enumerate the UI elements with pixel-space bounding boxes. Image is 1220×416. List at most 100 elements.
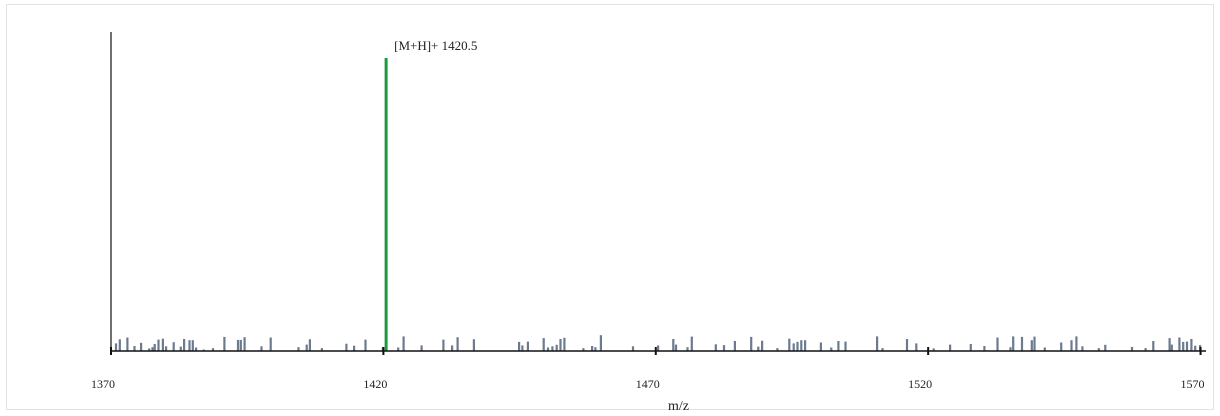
noise-peak-bar bbox=[148, 348, 151, 351]
noise-peaks bbox=[114, 335, 1202, 351]
noise-peak-bar bbox=[151, 347, 154, 351]
noise-peak-bar bbox=[996, 337, 999, 351]
noise-peak-bar bbox=[1178, 337, 1181, 351]
noise-peak-bar bbox=[153, 344, 156, 351]
noise-peak-bar bbox=[837, 341, 840, 351]
noise-peak-bar bbox=[1081, 346, 1084, 351]
noise-peak-bar bbox=[260, 346, 263, 351]
noise-peak-bar bbox=[1070, 340, 1073, 351]
noise-peak-bar bbox=[239, 339, 242, 351]
noise-peak-bar bbox=[305, 344, 308, 351]
noise-peak-bar bbox=[690, 336, 693, 351]
noise-peak-bar bbox=[983, 346, 986, 351]
noise-peak-bar bbox=[969, 344, 972, 351]
noise-peak-bar bbox=[1104, 344, 1107, 351]
peak-annotation: [M+H]+ 1420.5 bbox=[394, 38, 477, 53]
noise-peak-bar bbox=[830, 347, 833, 351]
noise-peak-bar bbox=[1190, 339, 1193, 351]
noise-peak-bar bbox=[140, 342, 143, 351]
noise-peak-bar bbox=[792, 343, 795, 351]
noise-peak-bar bbox=[591, 346, 594, 351]
noise-peak-bar bbox=[133, 346, 136, 351]
noise-peak-bar bbox=[788, 338, 791, 351]
noise-peak-bar bbox=[420, 345, 423, 351]
noise-peak-bar bbox=[881, 348, 884, 351]
noise-peak-bar bbox=[672, 339, 675, 351]
noise-peak-bar bbox=[1152, 341, 1155, 351]
noise-peak-bar bbox=[397, 347, 400, 351]
noise-peak-bar bbox=[844, 341, 847, 351]
noise-peak-bar bbox=[1097, 348, 1100, 351]
noise-peak-bar bbox=[1020, 336, 1024, 351]
noise-peak-bar bbox=[456, 337, 459, 351]
noise-peak-bar bbox=[599, 335, 602, 351]
noise-peak-bar bbox=[161, 338, 164, 351]
noise-peak-bar bbox=[1043, 347, 1046, 351]
noise-peak-bar bbox=[1168, 338, 1171, 351]
noise-peak-bar bbox=[733, 341, 736, 351]
noise-peak-bar bbox=[195, 347, 198, 351]
noise-peak-bar bbox=[1009, 347, 1012, 351]
noise-peak-bar bbox=[165, 346, 168, 351]
noise-peak-bar bbox=[546, 347, 550, 351]
x-tick-label: 1520 bbox=[908, 377, 932, 391]
noise-peak-bar bbox=[114, 343, 118, 351]
noise-peak-bar bbox=[674, 344, 678, 351]
noise-peak-bar bbox=[804, 340, 807, 351]
noise-peak-bar bbox=[1033, 336, 1036, 351]
noise-peak-bar bbox=[1170, 344, 1173, 351]
noise-peak-bar bbox=[949, 344, 952, 351]
x-tick-label: 1470 bbox=[636, 377, 660, 391]
noise-peak-bar bbox=[563, 337, 566, 351]
noise-peak-bar bbox=[722, 345, 726, 351]
noise-peak-bar bbox=[542, 338, 545, 351]
noise-peak-bar bbox=[236, 339, 240, 351]
noise-peak-bar bbox=[1012, 336, 1015, 351]
noise-peak-bar bbox=[308, 339, 311, 351]
noise-peak-bar bbox=[714, 344, 717, 351]
noise-peak-bar bbox=[761, 340, 764, 351]
noise-peak-bar bbox=[1075, 336, 1078, 351]
noise-peak-bar bbox=[555, 344, 558, 351]
noise-peak-bar bbox=[1130, 346, 1134, 351]
noise-peak-bar bbox=[1182, 341, 1185, 351]
noise-peak-bar bbox=[402, 336, 405, 351]
noise-peak-bar bbox=[657, 345, 660, 351]
noise-peak-bar bbox=[126, 337, 129, 351]
noise-peak-bar bbox=[118, 339, 121, 351]
noise-peak-bar bbox=[905, 339, 909, 351]
noise-peak-bar bbox=[451, 345, 454, 351]
noise-peak-bar bbox=[364, 339, 367, 351]
x-axis-title: m/z bbox=[668, 399, 689, 414]
noise-peak-bar bbox=[582, 348, 585, 351]
noise-peak-bar bbox=[631, 346, 635, 351]
noise-peak-bar bbox=[594, 347, 597, 351]
x-tick-label: 1570 bbox=[1181, 377, 1205, 391]
noise-peak-bar bbox=[320, 348, 323, 351]
noise-peak-bar bbox=[1060, 342, 1063, 351]
noise-peak-bar bbox=[876, 336, 879, 351]
noise-peak-bar bbox=[526, 341, 529, 351]
noise-peak-bar bbox=[1185, 341, 1189, 351]
noise-peak-bar bbox=[800, 340, 803, 351]
noise-peak-bar bbox=[269, 337, 272, 351]
noise-peak-bar bbox=[172, 342, 175, 351]
noise-peak-bar bbox=[1144, 348, 1147, 351]
noise-peak-bar bbox=[796, 341, 799, 351]
x-tick-label: 1370 bbox=[91, 377, 115, 391]
chart-frame bbox=[6, 4, 1214, 410]
noise-peak-bar bbox=[559, 339, 562, 351]
noise-peak-bar bbox=[179, 346, 182, 351]
noise-peak-bar bbox=[243, 337, 246, 351]
noise-peak-bar bbox=[521, 345, 524, 351]
noise-peak-bar bbox=[157, 339, 160, 351]
x-tick-label: 1420 bbox=[363, 377, 387, 391]
noise-peak-bar bbox=[757, 346, 760, 351]
noise-peak-bar bbox=[297, 347, 300, 351]
noise-peak-bar bbox=[191, 340, 194, 351]
noise-peak-bar bbox=[776, 348, 779, 351]
noise-peak-bar bbox=[686, 347, 689, 351]
noise-peak-bar bbox=[819, 342, 822, 351]
noise-peak-bar bbox=[518, 341, 521, 351]
noise-peak-bar bbox=[1030, 340, 1033, 351]
